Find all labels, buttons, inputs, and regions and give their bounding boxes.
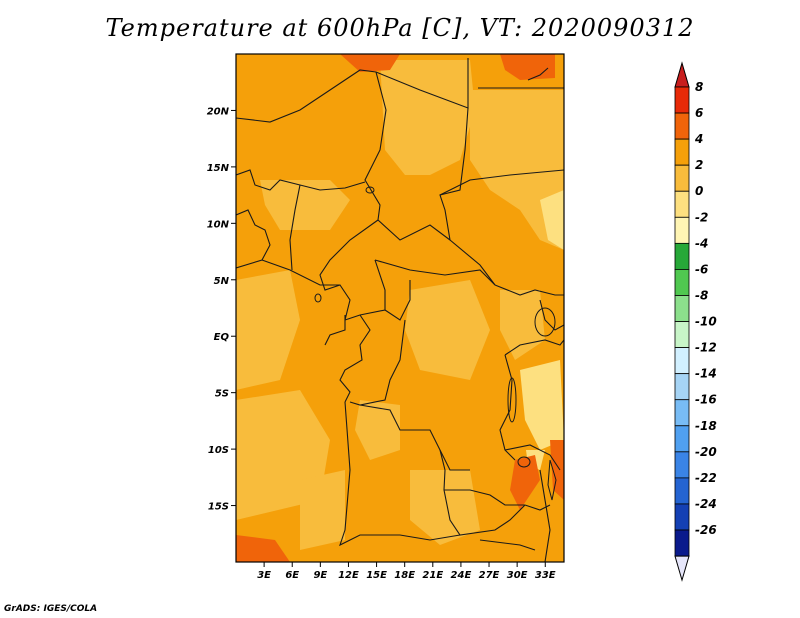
colorbar-swatch xyxy=(674,321,690,349)
colorbar-label: -14 xyxy=(695,367,717,381)
colorbar-label: 6 xyxy=(695,106,703,120)
map-title: Temperature at 600hPa [C], VT: 202009031… xyxy=(105,14,695,42)
colorbar-label: 8 xyxy=(695,80,703,94)
lon-label: 12E xyxy=(338,570,359,581)
colorbar-swatch xyxy=(674,112,690,140)
colorbar-label: -12 xyxy=(695,341,717,355)
colorbar-bottom-arrow xyxy=(674,555,690,582)
colorbar-swatch xyxy=(674,399,690,427)
colorbar-top-arrow xyxy=(674,61,690,88)
lon-label: 15E xyxy=(366,570,387,581)
lake-outlines xyxy=(314,186,557,501)
colorbar: 8 6 4 2 0 -2 -4 -6 -8 -10 -12 -14 -16 -18 -20 -22 -24 -26 xyxy=(674,61,717,582)
colorbar-label: -26 xyxy=(695,523,717,537)
colorbar-swatch xyxy=(674,529,690,557)
colorbar-swatch xyxy=(674,190,690,218)
colorbar-swatch xyxy=(674,295,690,322)
lon-label: 30E xyxy=(507,570,528,581)
lat-label: 5N xyxy=(214,276,230,287)
colorbar-swatch xyxy=(674,138,690,166)
lon-label: 6E xyxy=(285,570,299,581)
colorbar-label: -22 xyxy=(695,471,717,485)
map-frame xyxy=(235,53,565,563)
colorbar-label: -10 xyxy=(695,315,717,329)
colorbar-swatch xyxy=(674,164,690,192)
lat-label: 20N xyxy=(207,106,230,117)
lon-label: 33E xyxy=(535,570,556,581)
colorbar-label: 0 xyxy=(695,184,703,198)
colorbar-label: -18 xyxy=(695,419,717,433)
grads-credit: GrADS: IGES/COLA xyxy=(4,604,98,614)
pale-patches xyxy=(520,190,564,470)
colorbar-label: -4 xyxy=(695,236,708,250)
colorbar-swatch xyxy=(674,451,690,479)
colorbar-label: -8 xyxy=(695,288,708,302)
colorbar-swatch xyxy=(674,347,690,375)
lon-label: 18E xyxy=(394,570,415,581)
colorbar-label: -20 xyxy=(695,445,717,459)
lon-label: 21E xyxy=(422,570,443,581)
lon-label: 27E xyxy=(479,570,500,581)
lat-label: 5S xyxy=(215,389,229,400)
temperature-field xyxy=(236,54,564,562)
lat-label: 10N xyxy=(207,219,230,230)
lat-label: 15S xyxy=(208,502,229,513)
warm-patches xyxy=(236,54,564,562)
colorbar-swatch xyxy=(674,269,690,296)
latitude-axis: 20N 15N 10N 5N EQ 5S 10S 15S xyxy=(207,106,236,513)
longitude-axis: 3E 6E 9E 12E 15E 18E 21E 24E 27E 30E 33E xyxy=(257,562,556,581)
colorbar-label: -16 xyxy=(695,393,717,407)
colorbar-label: -6 xyxy=(695,262,708,276)
lat-label: 10S xyxy=(208,445,229,456)
lon-label: 24E xyxy=(451,570,472,581)
light-patches xyxy=(236,60,564,550)
colorbar-label: -24 xyxy=(695,497,717,511)
colorbar-swatch xyxy=(674,503,690,531)
colorbar-swatch xyxy=(674,216,690,244)
colorbar-swatch xyxy=(674,373,690,401)
colorbar-label: -2 xyxy=(695,210,708,224)
colorbar-label: 4 xyxy=(694,132,703,146)
colorbar-label: 2 xyxy=(695,158,703,172)
colorbar-swatch xyxy=(674,425,690,453)
colorbar-swatch xyxy=(674,86,690,114)
country-borders xyxy=(236,58,564,562)
colorbar-swatch xyxy=(674,242,690,270)
lat-label: 15N xyxy=(207,163,230,174)
colorbar-swatch xyxy=(674,477,690,505)
lat-label: EQ xyxy=(214,332,230,343)
lon-label: 9E xyxy=(313,570,327,581)
lon-label: 3E xyxy=(257,570,271,581)
